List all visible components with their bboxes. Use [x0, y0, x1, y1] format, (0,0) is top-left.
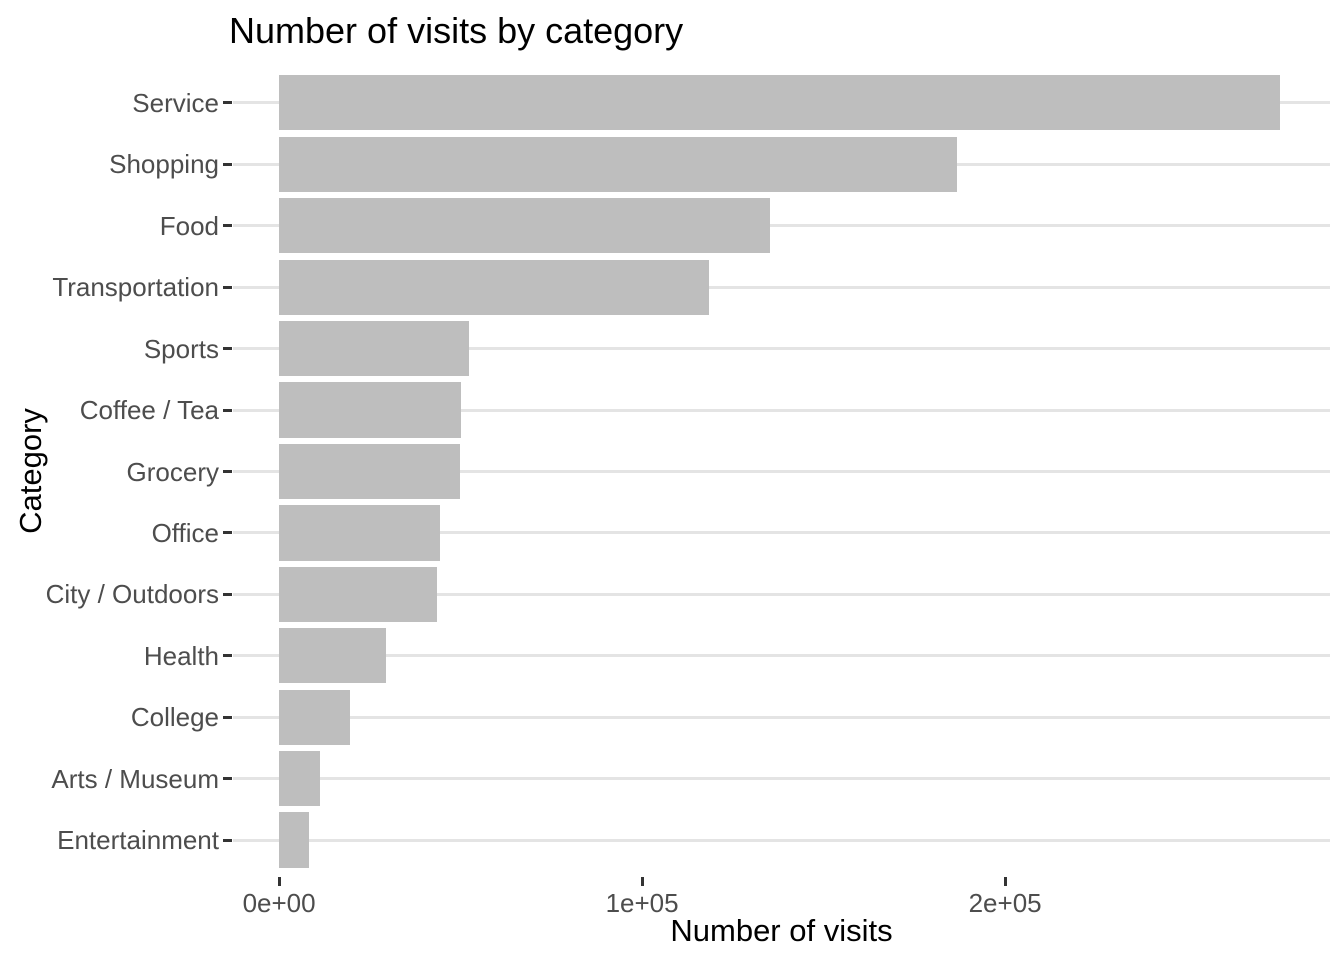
y-tick-mark — [223, 715, 232, 719]
y-tick-label: Transportation — [52, 272, 219, 303]
x-tick-label: 0e+00 — [242, 888, 316, 918]
y-tick-mark — [223, 408, 232, 412]
y-tick-mark — [223, 592, 232, 596]
x-tick-mark — [1003, 877, 1007, 886]
y-tick-label: Health — [143, 640, 219, 671]
y-tick-mark — [223, 777, 232, 781]
y-tick-mark — [223, 285, 232, 289]
gridline — [233, 838, 1330, 842]
y-tick-mark — [223, 224, 232, 228]
gridline — [233, 592, 1330, 596]
gridline — [233, 531, 1330, 535]
y-tick-mark — [223, 470, 232, 473]
y-tick-mark — [223, 838, 232, 842]
y-tick-mark — [223, 347, 232, 351]
bar-city-outdoors — [279, 566, 437, 622]
bar-office — [279, 505, 440, 561]
y-tick-label: Sports — [143, 333, 219, 364]
gridline — [233, 285, 1330, 289]
gridline — [233, 715, 1330, 719]
x-tick-label: 1e+05 — [605, 888, 679, 918]
gridline — [233, 224, 1330, 228]
y-tick-label: City / Outdoors — [45, 579, 219, 610]
bar-service — [279, 75, 1281, 131]
gridline — [233, 408, 1330, 412]
bar-food — [279, 198, 770, 254]
y-tick-mark — [223, 531, 232, 535]
bar-coffee-tea — [279, 382, 461, 438]
y-tick-label: Grocery — [126, 456, 219, 487]
x-tick-label: 2e+05 — [968, 888, 1042, 918]
bar-shopping — [279, 136, 957, 192]
x-tick-mark — [277, 877, 281, 886]
y-tick-mark — [223, 162, 232, 166]
bar-transportation — [279, 259, 709, 315]
y-tick-label: Shopping — [109, 149, 219, 180]
bar-entertainment — [279, 812, 310, 868]
y-tick-label: Service — [132, 87, 219, 118]
bar-arts-museum — [279, 751, 321, 807]
gridline — [233, 347, 1330, 351]
chart-title: Number of visits by category — [229, 10, 684, 51]
gridline — [233, 470, 1330, 473]
y-tick-label: Arts / Museum — [51, 763, 219, 794]
y-tick-label: Entertainment — [57, 825, 219, 856]
y-tick-label: Food — [159, 210, 219, 241]
bar-sports — [279, 320, 469, 377]
y-tick-mark — [223, 101, 232, 105]
x-tick-mark — [640, 877, 644, 886]
gridline — [233, 777, 1330, 781]
bar-health — [279, 628, 387, 684]
y-tick-mark — [223, 654, 232, 658]
plot-panel — [233, 66, 1330, 877]
x-axis-title: Number of visits — [670, 913, 893, 948]
y-tick-label: College — [130, 702, 219, 733]
gridline — [233, 654, 1330, 658]
bar-college — [279, 689, 351, 745]
bar-grocery — [279, 443, 460, 500]
y-tick-label: Coffee / Tea — [79, 395, 219, 426]
y-tick-label: Office — [151, 517, 219, 548]
